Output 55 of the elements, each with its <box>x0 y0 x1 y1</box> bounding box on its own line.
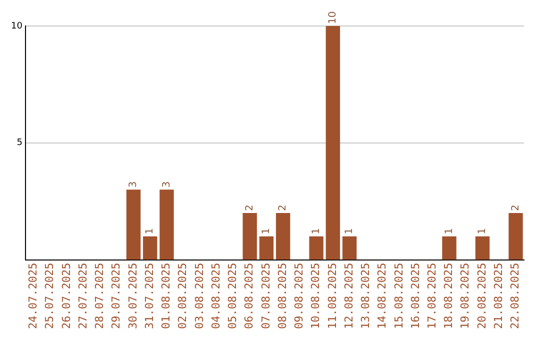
x-tick-label: 09.08.2025 <box>292 262 306 330</box>
data-label: 3 <box>128 181 140 188</box>
bar <box>442 236 456 260</box>
bar <box>342 236 357 260</box>
x-tick-label: 08.08.2025 <box>276 262 289 330</box>
data-label: 2 <box>244 204 256 212</box>
bar <box>242 213 257 260</box>
x-tick-label: 30.07.2025 <box>126 262 140 330</box>
x-tick-label: 15.08.2025 <box>392 262 406 330</box>
x-tick-label: 11.08.2025 <box>326 262 339 330</box>
x-tick-label: 05.08.2025 <box>226 262 240 330</box>
x-tick-label: 31.07.2025 <box>142 262 156 330</box>
x-tick-label: 27.07.2025 <box>76 262 90 330</box>
x-tick-label: 24.07.2025 <box>26 262 40 330</box>
bar <box>475 236 490 260</box>
x-tick-label: 13.08.2025 <box>359 262 372 330</box>
data-label: 1 <box>310 228 322 234</box>
x-tick-label: 12.08.2025 <box>342 262 356 330</box>
x-tick-label: 06.08.2025 <box>242 262 256 330</box>
data-label: 1 <box>261 228 272 234</box>
x-tick-label: 25.07.2025 <box>43 262 56 330</box>
y-tick-label: 5 <box>16 138 22 148</box>
bar <box>508 213 523 260</box>
x-tick-label: 16.08.2025 <box>408 262 422 330</box>
bar <box>126 190 141 260</box>
x-tick-label: 19.08.2025 <box>458 262 472 330</box>
x-tick-label: 20.08.2025 <box>475 262 488 330</box>
data-label: 2 <box>510 204 522 212</box>
x-tick-label: 26.07.2025 <box>60 262 73 330</box>
bar <box>259 236 274 260</box>
x-tick-label: 04.08.2025 <box>209 262 222 330</box>
bar <box>142 236 158 260</box>
data-label: 2 <box>278 204 289 212</box>
data-label: 10 <box>328 11 339 24</box>
x-tick-label: 21.08.2025 <box>492 262 505 330</box>
x-tick-label: 14.08.2025 <box>376 262 389 330</box>
bar <box>326 26 340 260</box>
x-tick-label: 01.08.2025 <box>160 262 173 330</box>
data-label: 3 <box>161 181 172 188</box>
data-label: 1 <box>144 228 156 234</box>
bar <box>160 190 174 260</box>
data-label: 1 <box>344 228 356 234</box>
x-tick-label: 02.08.2025 <box>176 262 190 330</box>
bar <box>276 213 290 260</box>
x-tick-label: 22.08.2025 <box>508 262 522 330</box>
x-tick-label: 03.08.2025 <box>192 262 206 330</box>
x-tick-label: 18.08.2025 <box>442 262 456 330</box>
x-tick-label: 29.07.2025 <box>110 262 123 330</box>
data-label: 1 <box>444 228 455 234</box>
x-tick-label: 07.08.2025 <box>259 262 272 330</box>
data-label: 1 <box>477 228 488 234</box>
x-tick-label: 28.07.2025 <box>93 262 106 330</box>
x-tick-label: 17.08.2025 <box>425 262 438 330</box>
x-tick-label: 10.08.2025 <box>309 262 322 330</box>
bar <box>309 236 324 260</box>
